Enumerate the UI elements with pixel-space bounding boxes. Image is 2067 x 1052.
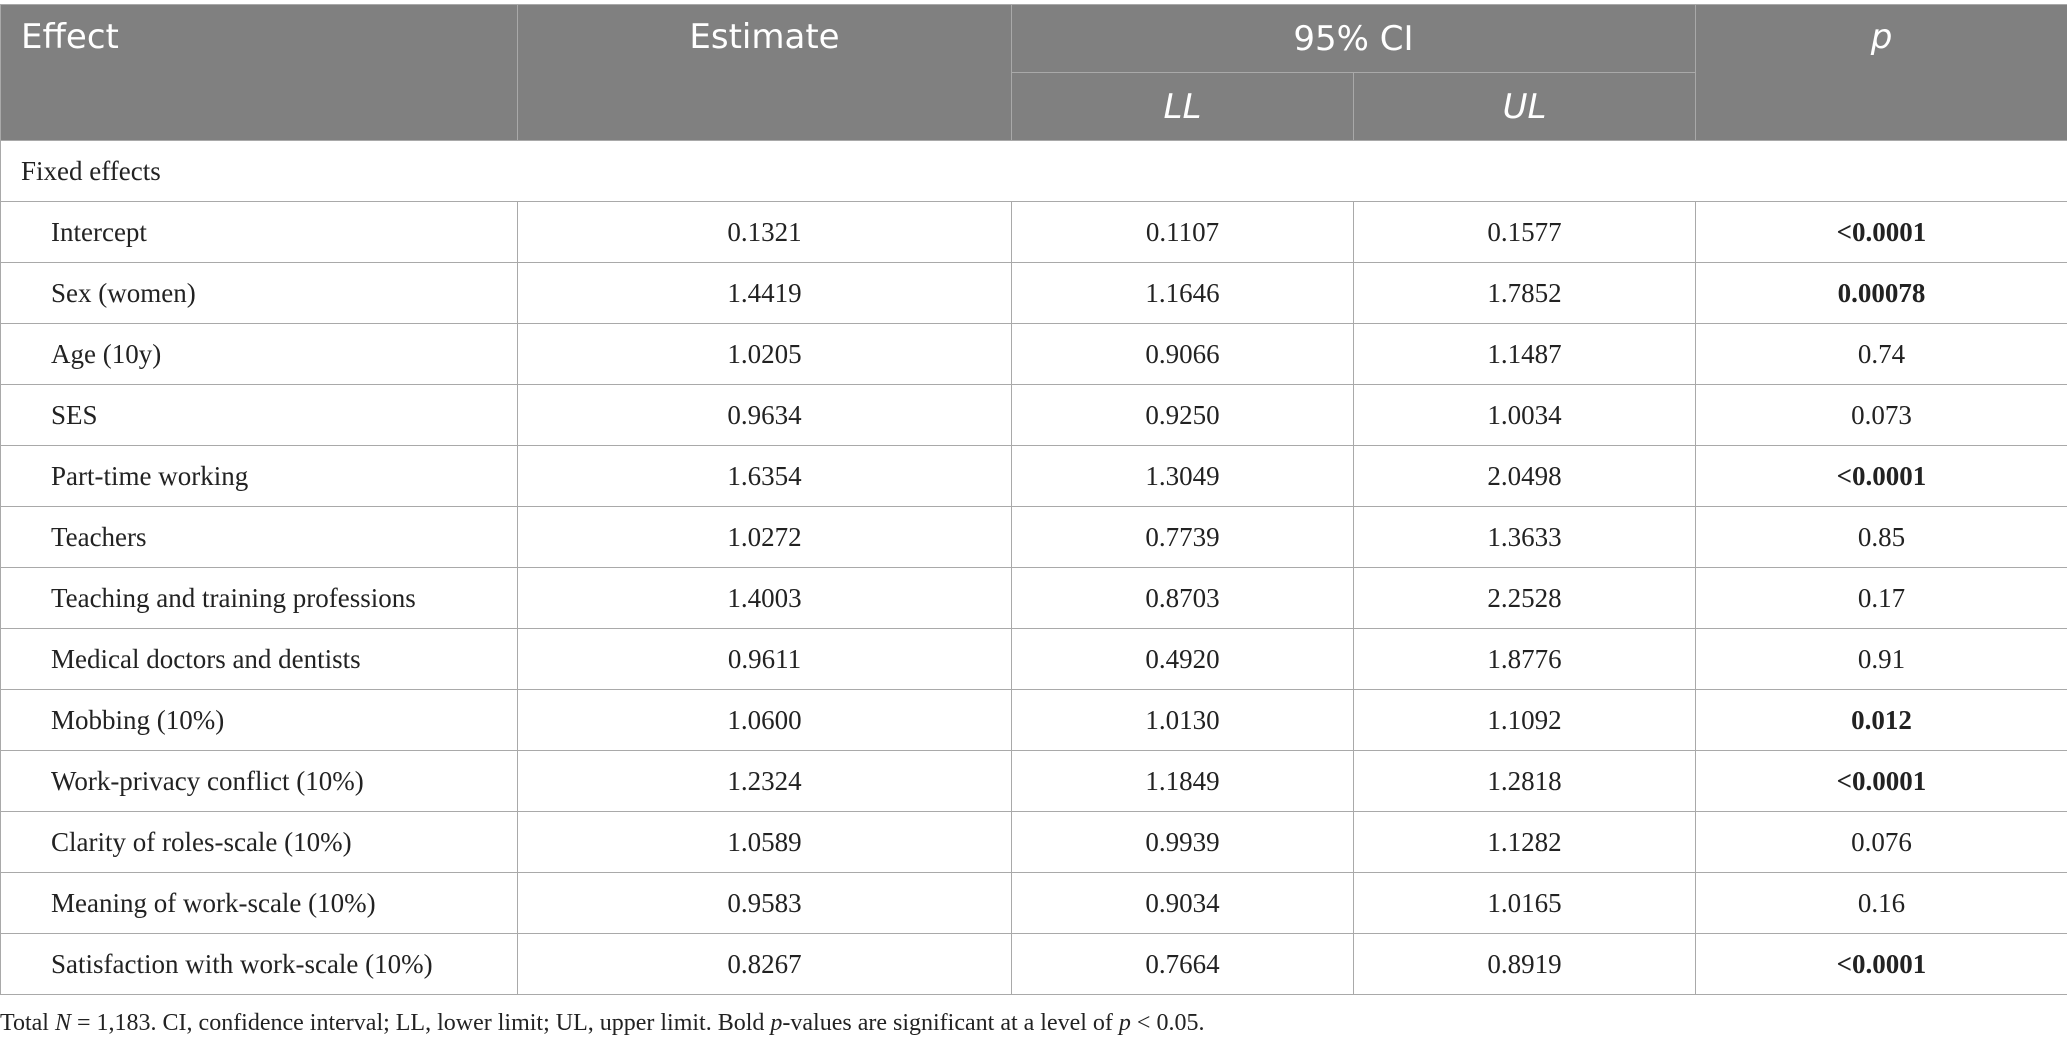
estimate-cell: 1.6354	[517, 445, 1012, 507]
footnote-p-symbol: p	[1118, 1010, 1131, 1036]
ul-cell: 0.1577	[1353, 201, 1696, 263]
footnote-n-symbol: N	[54, 1010, 71, 1036]
ll-cell: 1.1646	[1011, 262, 1354, 324]
ll-cell: 0.9034	[1011, 872, 1354, 934]
table-row: Work-privacy conflict (10%) 1.2324 1.1849 1…	[0, 750, 2067, 812]
p-value-cell: 0.076	[1695, 811, 2067, 873]
ul-cell: 1.0034	[1353, 384, 1696, 446]
table-row: Part-time working 1.6354 1.3049 2.0498 <0.00…	[0, 445, 2067, 507]
table-row: Teachers 1.0272 0.7739 1.3633 0.85	[0, 506, 2067, 568]
p-value-cell: 0.16	[1695, 872, 2067, 934]
table-row: Sex (women) 1.4419 1.1646 1.7852 0.00078	[0, 262, 2067, 324]
table-row: SES 0.9634 0.9250 1.0034 0.073	[0, 384, 2067, 446]
estimate-cell: 1.0272	[517, 506, 1012, 568]
ul-cell: 1.1282	[1353, 811, 1696, 873]
header-p: p	[1695, 4, 2067, 141]
p-value-cell: <0.0001	[1695, 201, 2067, 263]
effect-cell: Clarity of roles-scale (10%)	[0, 811, 518, 873]
ll-cell: 0.7739	[1011, 506, 1354, 568]
p-value-cell: 0.00078	[1695, 262, 2067, 324]
effect-cell: Sex (women)	[0, 262, 518, 324]
table-row: Medical doctors and dentists 0.9611 0.4920…	[0, 628, 2067, 690]
p-value-cell: 0.17	[1695, 567, 2067, 629]
estimate-cell: 0.1321	[517, 201, 1012, 263]
estimate-cell: 1.0600	[517, 689, 1012, 751]
ul-cell: 1.2818	[1353, 750, 1696, 812]
section-label: Fixed effects	[0, 140, 2067, 202]
table-row: Intercept 0.1321 0.1107 0.1577 <0.0001	[0, 201, 2067, 263]
table-footnote: Total N = 1,183. CI, confidence interval…	[0, 1010, 1204, 1037]
estimate-cell: 1.0589	[517, 811, 1012, 873]
table-row: Age (10y) 1.0205 0.9066 1.1487 0.74	[0, 323, 2067, 385]
effect-cell: Work-privacy conflict (10%)	[0, 750, 518, 812]
header-ul: UL	[1353, 72, 1696, 141]
effect-cell: Intercept	[0, 201, 518, 263]
footnote-part: < 0.05.	[1130, 1010, 1205, 1036]
ll-cell: 0.4920	[1011, 628, 1354, 690]
ul-cell: 1.3633	[1353, 506, 1696, 568]
header-ci: 95% CI	[1011, 4, 1696, 73]
effect-cell: Medical doctors and dentists	[0, 628, 518, 690]
ul-cell: 1.8776	[1353, 628, 1696, 690]
estimate-cell: 1.4419	[517, 262, 1012, 324]
ul-cell: 1.1487	[1353, 323, 1696, 385]
ll-cell: 0.9250	[1011, 384, 1354, 446]
estimate-cell: 0.8267	[517, 933, 1012, 995]
effect-cell: Teachers	[0, 506, 518, 568]
p-value-cell: <0.0001	[1695, 750, 2067, 812]
table-row: Satisfaction with work-scale (10%) 0.8267…	[0, 933, 2067, 995]
ll-cell: 0.9939	[1011, 811, 1354, 873]
effect-cell: SES	[0, 384, 518, 446]
ul-cell: 1.0165	[1353, 872, 1696, 934]
ll-cell: 1.1849	[1011, 750, 1354, 812]
table-row: Mobbing (10%) 1.0600 1.0130 1.1092 0.012	[0, 689, 2067, 751]
header-estimate: Estimate	[517, 4, 1012, 141]
p-value-cell: <0.0001	[1695, 445, 2067, 507]
p-value-cell: 0.073	[1695, 384, 2067, 446]
section-row: Fixed effects	[0, 140, 2067, 202]
ul-cell: 1.7852	[1353, 262, 1696, 324]
header-effect: Effect	[0, 4, 518, 141]
estimate-cell: 1.4003	[517, 567, 1012, 629]
table-body: Fixed effects Intercept 0.1321 0.1107 0.157…	[0, 140, 2067, 995]
p-value-cell: 0.91	[1695, 628, 2067, 690]
estimate-cell: 0.9634	[517, 384, 1012, 446]
footnote-part: = 1,183. CI, confidence interval; LL, lo…	[71, 1010, 771, 1036]
table-row: Teaching and training professions 1.4003 0…	[0, 567, 2067, 629]
p-value-cell: <0.0001	[1695, 933, 2067, 995]
ul-cell: 1.1092	[1353, 689, 1696, 751]
ul-cell: 2.0498	[1353, 445, 1696, 507]
effect-cell: Age (10y)	[0, 323, 518, 385]
effect-cell: Teaching and training professions	[0, 567, 518, 629]
effect-cell: Satisfaction with work-scale (10%)	[0, 933, 518, 995]
effect-cell: Meaning of work-scale (10%)	[0, 872, 518, 934]
ll-cell: 0.8703	[1011, 567, 1354, 629]
footnote-p-symbol: p	[770, 1010, 783, 1036]
p-value-cell: 0.85	[1695, 506, 2067, 568]
table-header: Effect Estimate 95% CI p LL UL	[0, 4, 2067, 141]
header-ll: LL	[1011, 72, 1354, 141]
p-value-cell: 0.012	[1695, 689, 2067, 751]
table-row: Clarity of roles-scale (10%) 1.0589 0.9939…	[0, 811, 2067, 873]
estimate-cell: 0.9611	[517, 628, 1012, 690]
ll-cell: 0.9066	[1011, 323, 1354, 385]
effect-cell: Mobbing (10%)	[0, 689, 518, 751]
footnote-part: -values are significant at a level of	[782, 1010, 1119, 1036]
footnote-part: Total	[0, 1010, 55, 1036]
p-value-cell: 0.74	[1695, 323, 2067, 385]
ll-cell: 1.3049	[1011, 445, 1354, 507]
estimate-cell: 1.2324	[517, 750, 1012, 812]
effect-cell: Part-time working	[0, 445, 518, 507]
results-table: Effect Estimate 95% CI p LL UL Fixed eff…	[0, 4, 2067, 995]
estimate-cell: 1.0205	[517, 323, 1012, 385]
estimate-cell: 0.9583	[517, 872, 1012, 934]
ll-cell: 0.1107	[1011, 201, 1354, 263]
ll-cell: 1.0130	[1011, 689, 1354, 751]
ul-cell: 2.2528	[1353, 567, 1696, 629]
ul-cell: 0.8919	[1353, 933, 1696, 995]
table-row: Meaning of work-scale (10%) 0.9583 0.9034 1…	[0, 872, 2067, 934]
ll-cell: 0.7664	[1011, 933, 1354, 995]
